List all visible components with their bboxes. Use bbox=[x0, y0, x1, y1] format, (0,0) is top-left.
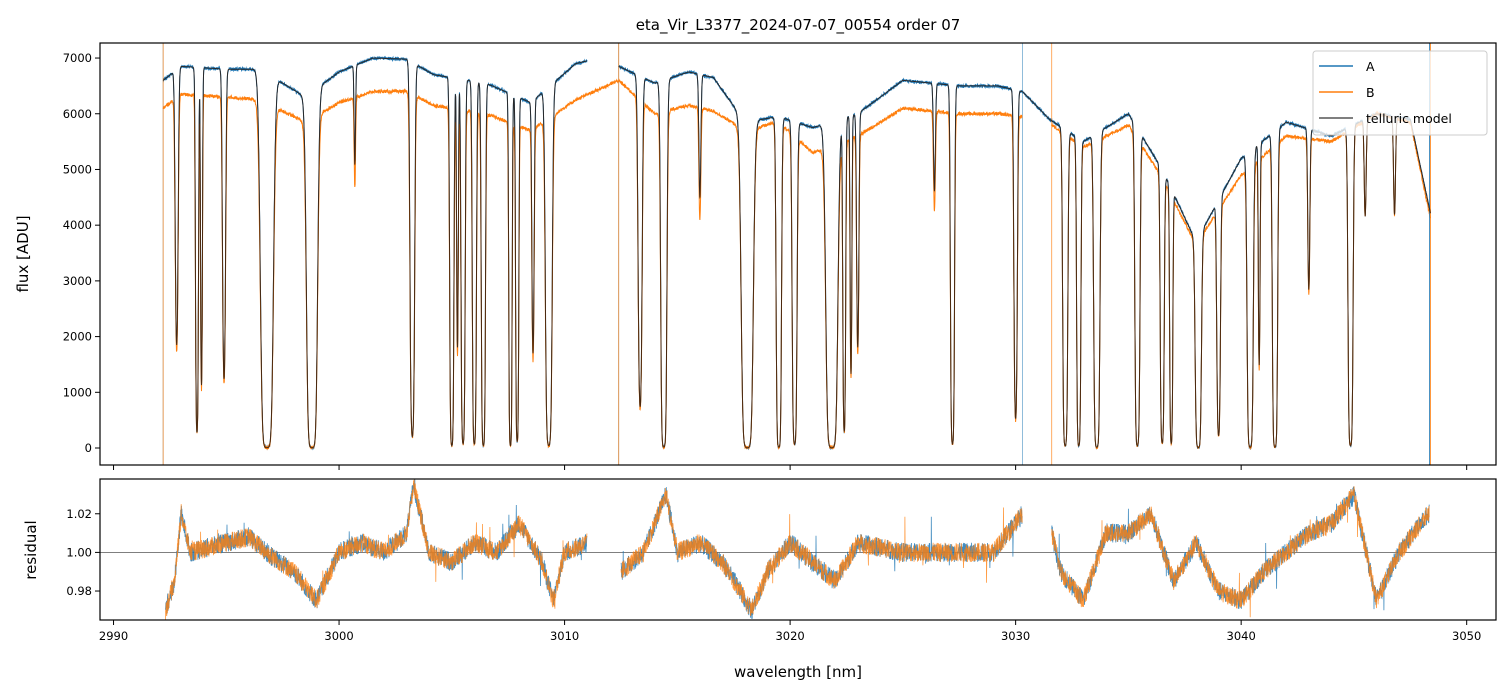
x-tick-label: 3010 bbox=[550, 629, 579, 643]
y-axis-label-flux: flux [ADU] bbox=[14, 215, 32, 292]
series-a-segment-2 bbox=[618, 64, 1023, 451]
flux-panel bbox=[162, 43, 1431, 465]
legend-label-b: B bbox=[1366, 85, 1375, 100]
residual-panel bbox=[100, 479, 1496, 620]
x-tick-label: 3030 bbox=[1001, 629, 1030, 643]
series-a-segment-3 bbox=[1022, 90, 1431, 451]
x-tick-label: 3020 bbox=[775, 629, 804, 643]
flux-y-tick-label: 5000 bbox=[63, 162, 92, 176]
legend-label-a: A bbox=[1366, 59, 1375, 74]
series-b-segment-3 bbox=[1051, 110, 1431, 451]
x-tick-label: 3000 bbox=[324, 629, 353, 643]
chart-title: eta_Vir_L3377_2024-07-07_00554 order 07 bbox=[636, 16, 961, 35]
legend-label-telluric: telluric model bbox=[1366, 111, 1452, 126]
flux-y-tick-label: 6000 bbox=[63, 107, 92, 121]
telluric-model-segment-2 bbox=[618, 65, 1023, 449]
residual-axes-frame bbox=[99, 478, 1497, 621]
flux-axes-frame bbox=[99, 42, 1497, 466]
axes: 2990 3000 3010 3020 3030 3040 3050 0 1000 2000 300… bbox=[63, 42, 1497, 643]
x-tick-label: 3040 bbox=[1227, 629, 1256, 643]
flux-y-tick-label: 0 bbox=[85, 441, 92, 455]
legend: A B telluric model bbox=[1312, 50, 1488, 136]
flux-y-tick-label: 3000 bbox=[63, 274, 92, 288]
y-axis-label-residual: residual bbox=[22, 520, 40, 579]
telluric-model-segment-3 bbox=[1022, 91, 1431, 448]
flux-y-tick-label: 1000 bbox=[63, 385, 92, 399]
x-tick-label: 3050 bbox=[1452, 629, 1481, 643]
telluric-model-segment-1 bbox=[162, 57, 587, 449]
flux-y-tick-label: 2000 bbox=[63, 330, 92, 344]
residual-y-tick-label: 1.02 bbox=[66, 507, 92, 521]
residual-b-segment-2 bbox=[620, 487, 1023, 616]
series-b-segment-1 bbox=[162, 78, 619, 451]
residual-b-segment-1 bbox=[165, 479, 588, 620]
x-axis-label: wavelength [nm] bbox=[734, 663, 862, 681]
residual-y-tick-label: 1.00 bbox=[66, 545, 92, 559]
residual-y-tick-label: 0.98 bbox=[66, 584, 92, 598]
series-b-segment-2 bbox=[618, 78, 1023, 450]
flux-y-tick-label: 7000 bbox=[63, 51, 92, 65]
x-tick-label: 2990 bbox=[99, 629, 128, 643]
flux-y-tick-label: 4000 bbox=[63, 218, 92, 232]
legend-frame bbox=[1312, 50, 1488, 136]
residual-b-segment-3 bbox=[1051, 486, 1430, 618]
